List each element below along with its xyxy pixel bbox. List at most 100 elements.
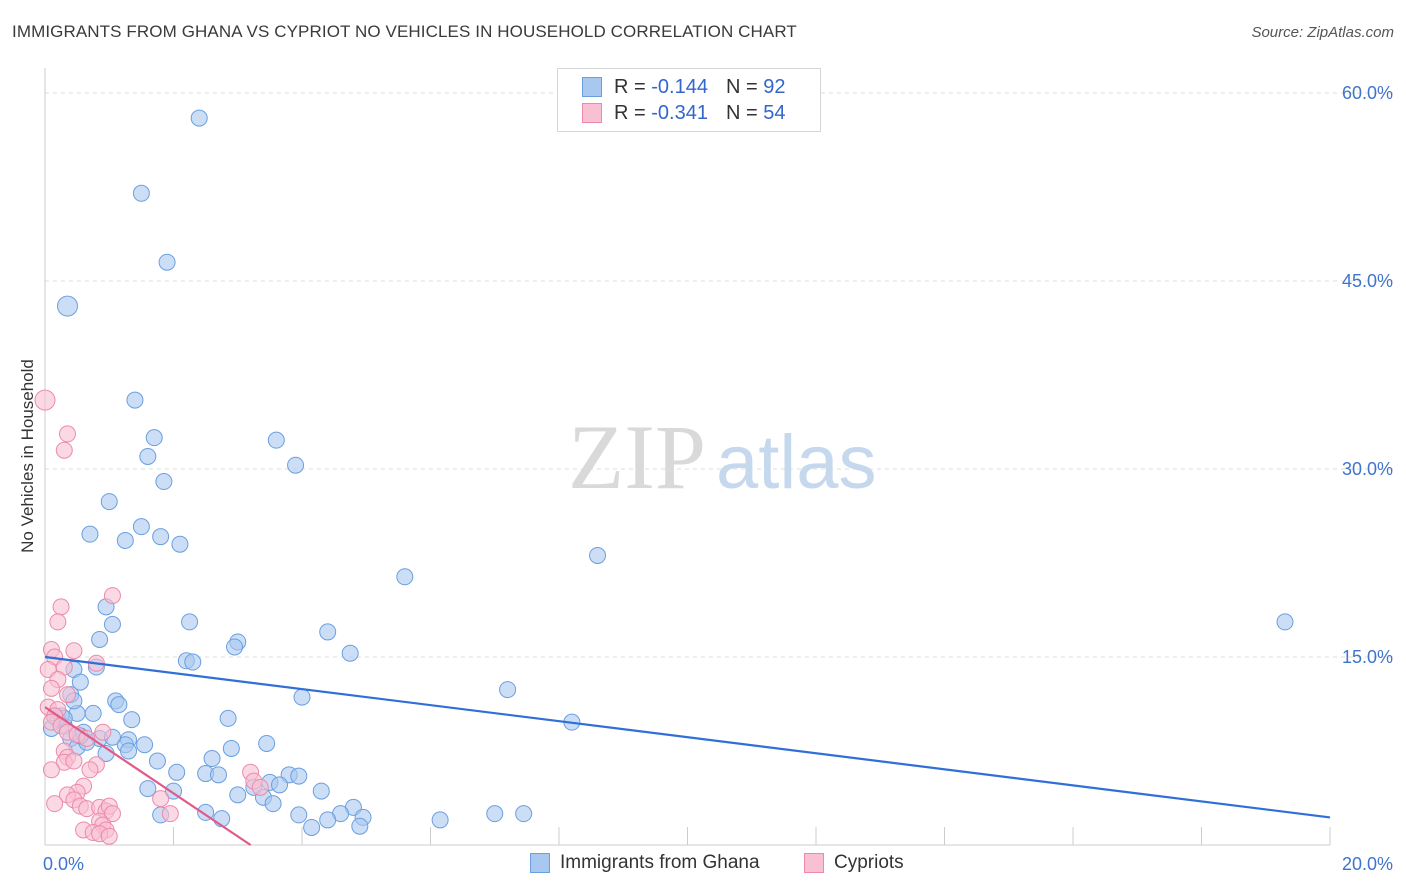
point-ghana (319, 811, 337, 829)
source-label: Source: ZipAtlas.com (1251, 24, 1394, 41)
series-cypriots-points (34, 389, 269, 845)
point-ghana (145, 429, 163, 447)
point-ghana (203, 750, 221, 768)
point-cypriots (65, 752, 83, 770)
point-ghana (264, 795, 282, 813)
point-ghana (139, 780, 157, 798)
point-ghana (71, 673, 89, 691)
watermark-atlas: atlas (716, 420, 877, 505)
bottom-legend-label-cypriots: Cypriots (834, 852, 904, 873)
point-ghana (91, 630, 109, 648)
point-ghana (293, 688, 311, 706)
tick-labels: 15.0% 30.0% 45.0% 60.0% 0.0% 20.0% (43, 83, 1393, 874)
point-ghana (515, 805, 533, 823)
point-ghana (103, 615, 121, 633)
point-ghana (120, 742, 138, 760)
point-ghana (171, 535, 189, 553)
point-ghana (431, 811, 449, 829)
point-cypriots (78, 729, 96, 747)
bottom-legend-swatch-ghana (530, 853, 550, 873)
bottom-legend-swatch-cypriots (804, 853, 824, 873)
y-tick-label: 15.0% (1342, 647, 1393, 667)
point-ghana (116, 531, 134, 549)
y-tick-label: 60.0% (1342, 83, 1393, 103)
point-ghana (319, 623, 337, 641)
point-cypriots (152, 790, 170, 808)
point-ghana (589, 546, 607, 564)
point-ghana (290, 767, 308, 785)
chart-title: IMMIGRANTS FROM GHANA VS CYPRIOT NO VEHI… (12, 22, 797, 41)
legend-swatch-ghana (582, 77, 602, 97)
point-ghana (303, 818, 321, 836)
point-cypriots (42, 679, 60, 697)
point-cypriots (42, 761, 60, 779)
legend-row-cypriots: R = -0.341 N = 54 (582, 101, 785, 125)
point-cypriots (58, 425, 76, 443)
point-ghana (351, 817, 369, 835)
point-ghana (190, 109, 208, 127)
point-ghana (341, 644, 359, 662)
point-cypriots (52, 598, 70, 616)
point-cypriots (81, 761, 99, 779)
point-cypriots (65, 642, 83, 660)
legend: R = -0.144 N = 92 R = -0.341 N = 54 (557, 68, 821, 132)
watermark: ZIP atlas (568, 406, 877, 508)
point-ghana (152, 528, 170, 546)
point-ghana (56, 295, 78, 317)
trend-lines (44, 655, 1331, 846)
point-cypriots (55, 441, 73, 459)
point-ghana (181, 613, 199, 631)
y-tick-label: 30.0% (1342, 459, 1393, 479)
legend-r-label: R = (614, 101, 646, 124)
point-ghana (184, 653, 202, 671)
point-cypriots (94, 723, 112, 741)
point-cypriots (58, 686, 76, 704)
legend-n-label: N = (725, 101, 758, 124)
point-ghana (158, 253, 176, 271)
y-tick-label: 45.0% (1342, 271, 1393, 291)
point-ghana (155, 473, 173, 491)
point-ghana (287, 456, 305, 474)
x-tick-label: 20.0% (1342, 854, 1393, 874)
bottom-legend-ghana: Immigrants from Ghana (530, 852, 760, 874)
point-ghana (222, 739, 240, 757)
trend-line-cypriots (44, 706, 252, 846)
bottom-legend-cypriots: Cypriots (804, 852, 904, 874)
point-cypriots (100, 827, 118, 845)
legend-r-label: R = (614, 75, 646, 98)
legend-n-value: 54 (763, 101, 786, 124)
point-cypriots (161, 805, 179, 823)
point-ghana (110, 696, 128, 714)
point-ghana (84, 704, 102, 722)
point-ghana (126, 391, 144, 409)
legend-n-label: N = (725, 75, 758, 98)
point-cypriots (251, 778, 269, 796)
point-ghana (139, 447, 157, 465)
x-tick-label: 0.0% (43, 854, 84, 874)
axes (44, 68, 1331, 846)
point-ghana (258, 734, 276, 752)
point-ghana (229, 786, 247, 804)
point-ghana (136, 736, 154, 754)
legend-n-value: 92 (763, 75, 786, 98)
point-cypriots (46, 795, 64, 813)
point-cypriots (103, 805, 121, 823)
point-ghana (209, 766, 227, 784)
legend-swatch-cypriots (582, 103, 602, 123)
point-ghana (486, 805, 504, 823)
point-ghana (219, 709, 237, 727)
point-ghana (226, 638, 244, 656)
gridlines (45, 92, 1393, 658)
point-ghana (290, 806, 308, 824)
point-ghana (132, 518, 150, 536)
point-ghana (271, 776, 289, 794)
point-ghana (81, 525, 99, 543)
trend-line-ghana (44, 655, 1331, 819)
point-ghana (148, 752, 166, 770)
legend-row-ghana: R = -0.144 N = 92 (582, 75, 785, 99)
point-cypriots (103, 587, 121, 605)
bottom-legend-label-ghana: Immigrants from Ghana (560, 852, 760, 873)
point-ghana (123, 711, 141, 729)
watermark-zip: ZIP (568, 406, 706, 508)
